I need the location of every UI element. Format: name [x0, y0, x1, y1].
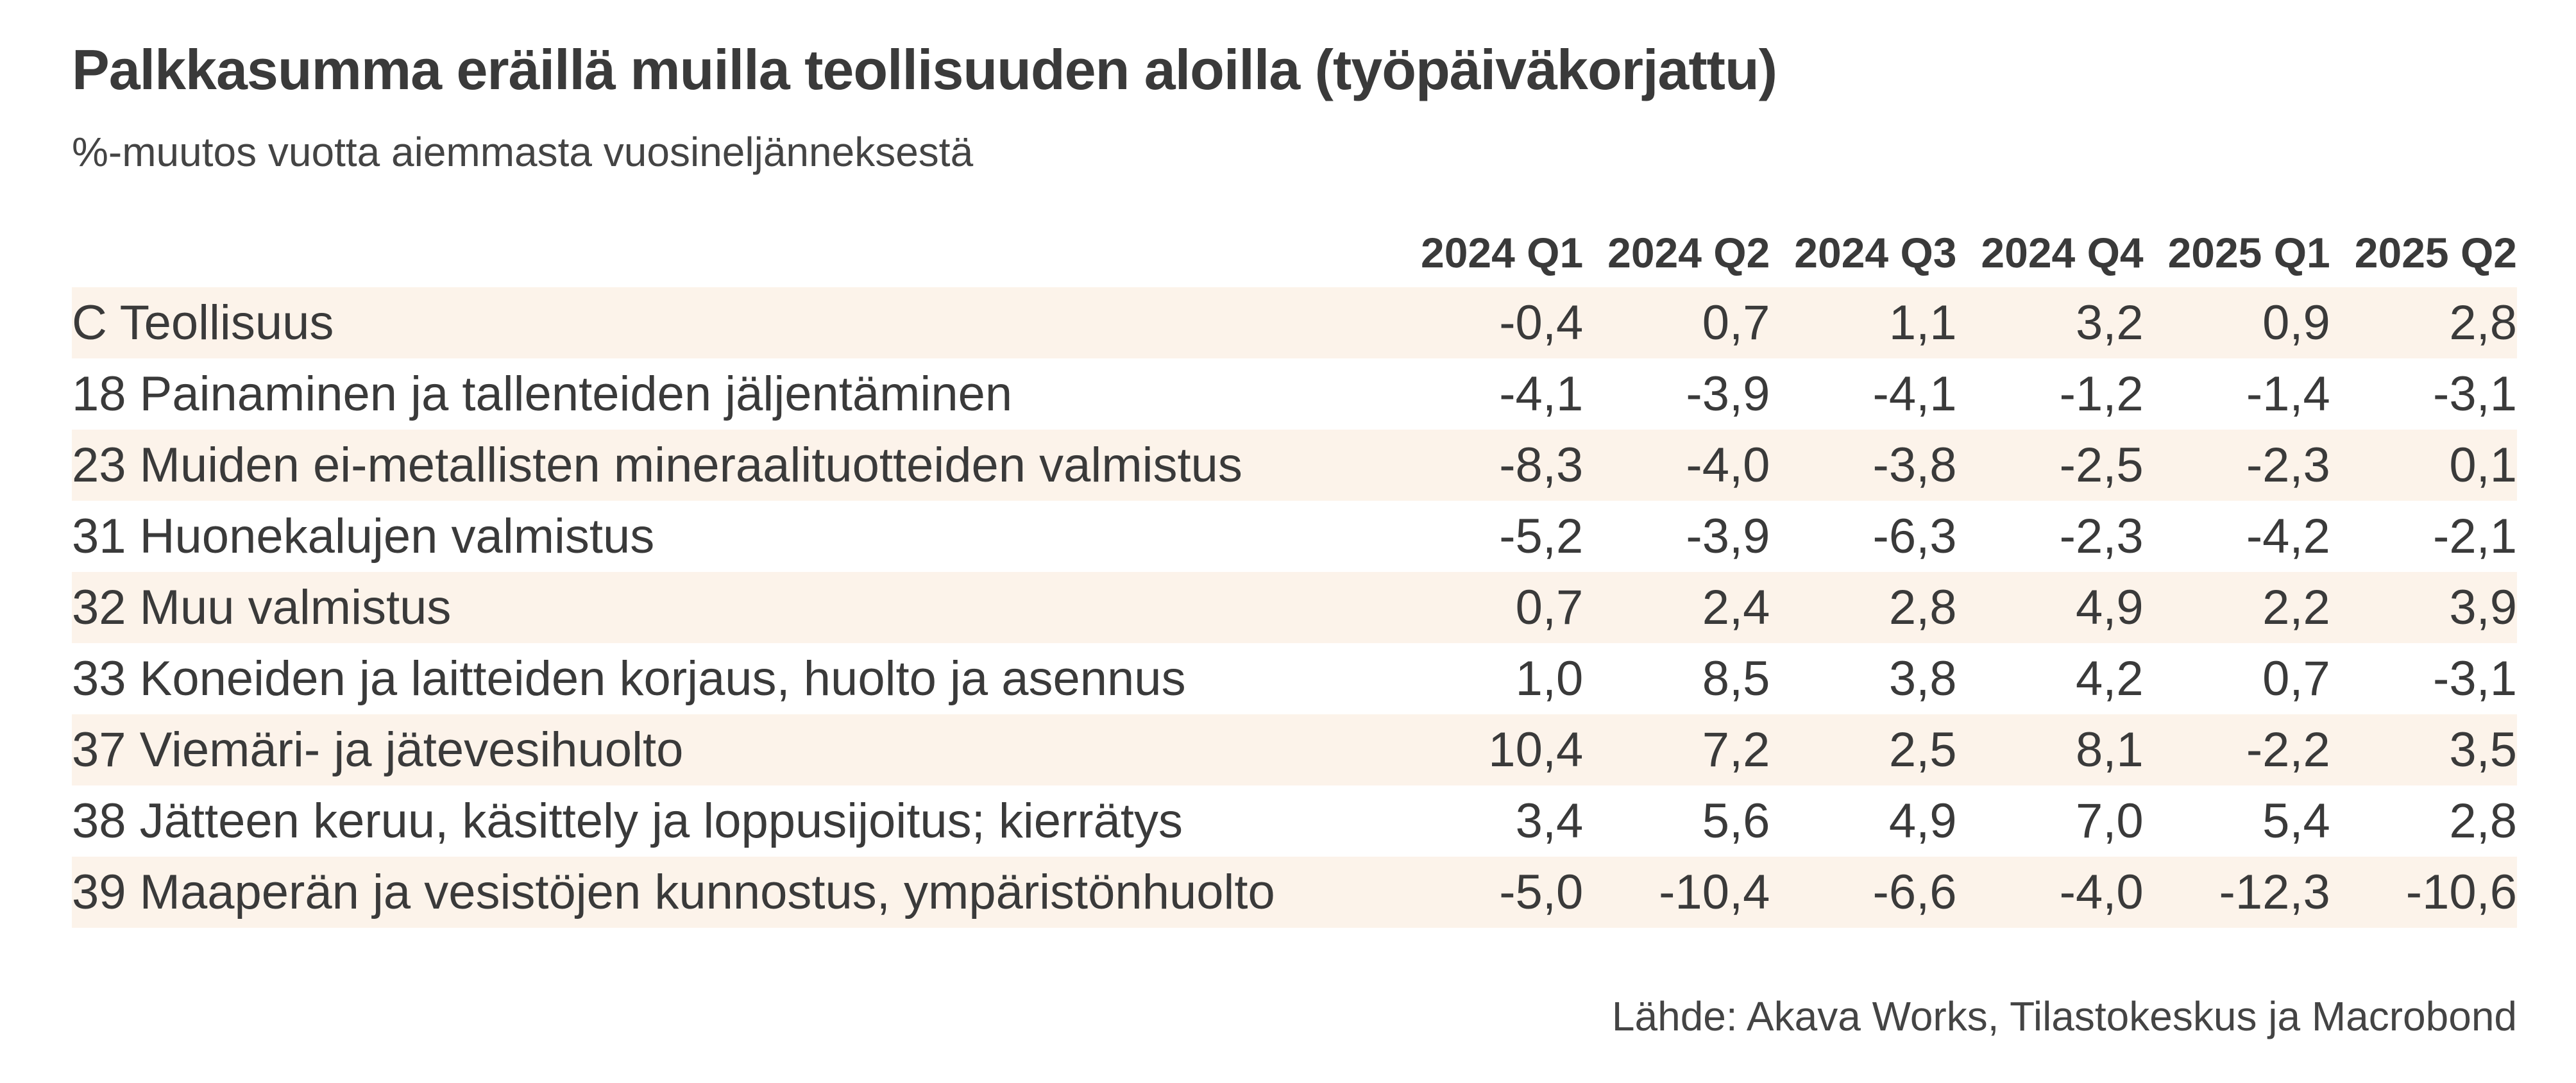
- data-table: 2024 Q1 2024 Q2 2024 Q3 2024 Q4 2025 Q1 2025 …: [72, 218, 2517, 928]
- table-row: 18 Painaminen ja tallenteiden jäljentämi…: [72, 358, 2517, 430]
- table-row: 38 Jätteen keruu, käsittely ja loppusijo…: [72, 785, 2517, 857]
- row-label: 39 Maaperän ja vesistöjen kunnostus, ymp…: [72, 865, 1275, 919]
- value-cell: -4,1: [1872, 367, 1957, 421]
- value-cell: 4,2: [2075, 651, 2144, 706]
- row-label: C Teollisuus: [72, 296, 334, 350]
- chart-title: Palkkasumma eräillä muilla teollisuuden …: [72, 38, 1777, 101]
- value-cell: 0,1: [2449, 438, 2517, 492]
- table-header: 2024 Q1 2024 Q2 2024 Q3 2024 Q4 2025 Q1 2025 …: [72, 218, 2517, 287]
- table-row: 32 Muu valmistus 0,7 2,4 2,8 4,9 2,2 3,9: [72, 572, 2517, 643]
- source-note: Lähde: Akava Works, Tilastokeskus ja Mac…: [1611, 993, 2517, 1039]
- value-cell: -2,3: [2246, 438, 2330, 492]
- label-column-header: [72, 218, 1396, 287]
- value-cell: -8,3: [1499, 438, 1584, 492]
- value-cell: 4,9: [1888, 794, 1957, 848]
- value-cell: -5,0: [1499, 865, 1584, 919]
- value-cell: 2,8: [2449, 296, 2517, 350]
- row-label: 18 Painaminen ja tallenteiden jäljentämi…: [72, 367, 1013, 421]
- value-cell: -4,1: [1499, 367, 1584, 421]
- value-cell: 1,1: [1888, 296, 1957, 350]
- table-row: 23 Muiden ei-metallisten mineraalituotte…: [72, 430, 2517, 501]
- row-label: 33 Koneiden ja laitteiden korjaus, huolt…: [72, 651, 1186, 706]
- value-cell: -4,2: [2246, 509, 2330, 564]
- value-cell: -3,1: [2433, 367, 2517, 421]
- row-label: 31 Huonekalujen valmistus: [72, 509, 655, 564]
- value-cell: -2,5: [2059, 438, 2144, 492]
- value-cell: 5,6: [1702, 794, 1770, 848]
- row-label: 23 Muiden ei-metallisten mineraalituotte…: [72, 438, 1242, 492]
- table-row: 39 Maaperän ja vesistöjen kunnostus, ymp…: [72, 857, 2517, 928]
- header-row: 2024 Q1 2024 Q2 2024 Q3 2024 Q4 2025 Q1 2025 …: [72, 218, 2517, 287]
- table-row: 31 Huonekalujen valmistus -5,2 -3,9 -6,3 -2,…: [72, 501, 2517, 572]
- column-header: 2024 Q4: [1981, 229, 2144, 276]
- value-cell: -3,9: [1686, 509, 1770, 564]
- value-cell: -4,0: [1686, 438, 1770, 492]
- column-header: 2024 Q2: [1607, 229, 1770, 276]
- value-cell: -10,4: [1659, 865, 1770, 919]
- value-cell: 3,9: [2449, 580, 2517, 635]
- value-cell: 0,7: [2262, 651, 2330, 706]
- value-cell: 5,4: [2262, 794, 2330, 848]
- value-cell: -10,6: [2405, 865, 2517, 919]
- value-cell: -2,1: [2433, 509, 2517, 564]
- value-cell: 3,2: [2075, 296, 2144, 350]
- value-cell: 7,0: [2075, 794, 2144, 848]
- value-cell: 2,4: [1702, 580, 1770, 635]
- value-cell: 0,7: [1702, 296, 1770, 350]
- value-cell: 0,9: [2262, 296, 2330, 350]
- value-cell: 3,8: [1888, 651, 1957, 706]
- value-cell: 2,8: [2449, 794, 2517, 848]
- value-cell: 2,2: [2262, 580, 2330, 635]
- column-header: 2025 Q2: [2354, 229, 2517, 276]
- value-cell: 0,7: [1515, 580, 1584, 635]
- row-label: 38 Jätteen keruu, käsittely ja loppusijo…: [72, 794, 1183, 848]
- value-cell: -1,2: [2059, 367, 2144, 421]
- value-cell: 8,5: [1702, 651, 1770, 706]
- table-row: 33 Koneiden ja laitteiden korjaus, huolt…: [72, 643, 2517, 714]
- value-cell: 4,9: [2075, 580, 2144, 635]
- data-table-container: 2024 Q1 2024 Q2 2024 Q3 2024 Q4 2025 Q1 2025 …: [72, 218, 2517, 928]
- table-body: C Teollisuus -0,4 0,7 1,1 3,2 0,9 2,8 18 Painam…: [72, 287, 2517, 928]
- value-cell: -0,4: [1499, 296, 1584, 350]
- value-cell: 8,1: [2075, 723, 2144, 777]
- value-cell: -12,3: [2219, 865, 2330, 919]
- value-cell: 3,5: [2449, 723, 2517, 777]
- row-label: 37 Viemäri- ja jätevesihuolto: [72, 723, 684, 777]
- value-cell: 1,0: [1515, 651, 1584, 706]
- value-cell: 7,2: [1702, 723, 1770, 777]
- value-cell: -3,1: [2433, 651, 2517, 706]
- value-cell: -5,2: [1499, 509, 1584, 564]
- value-cell: 3,4: [1515, 794, 1584, 848]
- value-cell: -4,0: [2059, 865, 2144, 919]
- row-label: 32 Muu valmistus: [72, 580, 452, 635]
- column-header: 2024 Q1: [1421, 229, 1584, 276]
- value-cell: -2,2: [2246, 723, 2330, 777]
- value-cell: 2,8: [1888, 580, 1957, 635]
- chart-subtitle: %-muutos vuotta aiemmasta vuosineljännek…: [72, 129, 974, 175]
- column-header: 2024 Q3: [1794, 229, 1957, 276]
- value-cell: -6,6: [1872, 865, 1957, 919]
- value-cell: 10,4: [1488, 723, 1584, 777]
- value-cell: -1,4: [2246, 367, 2330, 421]
- value-cell: 2,5: [1888, 723, 1957, 777]
- table-row: C Teollisuus -0,4 0,7 1,1 3,2 0,9 2,8: [72, 287, 2517, 358]
- column-header: 2025 Q1: [2167, 229, 2330, 276]
- value-cell: -2,3: [2059, 509, 2144, 564]
- value-cell: -3,8: [1872, 438, 1957, 492]
- table-row: 37 Viemäri- ja jätevesihuolto 10,4 7,2 2,5 8…: [72, 714, 2517, 785]
- value-cell: -6,3: [1872, 509, 1957, 564]
- value-cell: -3,9: [1686, 367, 1770, 421]
